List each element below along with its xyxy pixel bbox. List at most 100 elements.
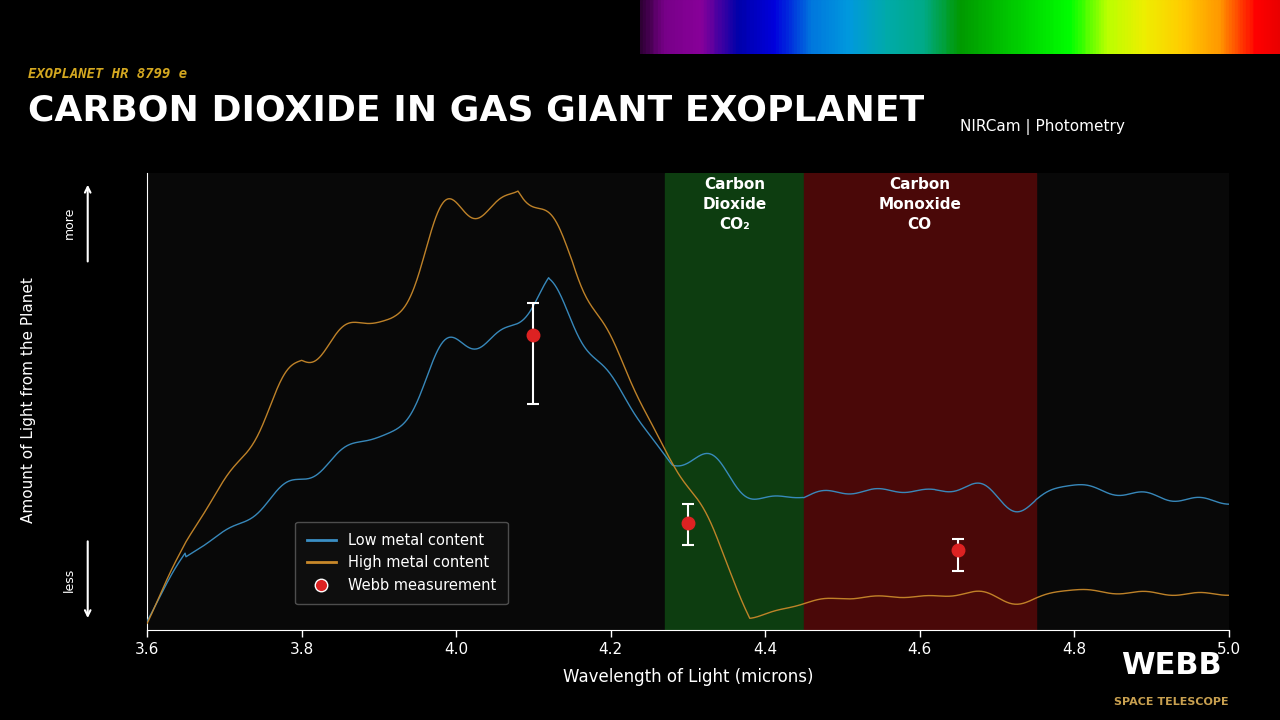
Bar [1221, 0, 1222, 54]
Bar [1103, 0, 1106, 54]
Bar [961, 0, 963, 54]
Bar [1125, 0, 1126, 54]
Bar [1178, 0, 1179, 54]
Bar [1011, 0, 1012, 54]
Bar [804, 0, 805, 54]
Bar [983, 0, 984, 54]
Bar [948, 0, 950, 54]
Bar [1216, 0, 1217, 54]
Bar [654, 0, 657, 54]
Bar [1249, 0, 1251, 54]
Bar [650, 0, 652, 54]
Bar [758, 0, 760, 54]
Bar [703, 0, 704, 54]
Bar [1169, 0, 1170, 54]
Bar [667, 0, 669, 54]
Bar [806, 0, 808, 54]
Bar [673, 0, 676, 54]
Bar [1247, 0, 1248, 54]
Bar [831, 0, 832, 54]
Bar [1257, 0, 1260, 54]
Bar [1102, 0, 1103, 54]
Bar [652, 0, 653, 54]
Bar [979, 0, 980, 54]
Bar [792, 0, 794, 54]
Bar [986, 0, 987, 54]
Bar [884, 0, 886, 54]
Bar [937, 0, 940, 54]
Bar [818, 0, 819, 54]
Bar [1172, 0, 1175, 54]
Bar [1006, 0, 1009, 54]
Bar [1097, 0, 1100, 54]
Bar [973, 0, 974, 54]
Bar [919, 0, 920, 54]
Bar [1132, 0, 1133, 54]
Bar [846, 0, 849, 54]
Bar [1060, 0, 1061, 54]
Bar [1076, 0, 1079, 54]
Bar [742, 0, 744, 54]
Bar [1101, 0, 1102, 54]
Bar [947, 0, 948, 54]
Bar [664, 0, 666, 54]
Bar [1239, 0, 1240, 54]
Bar [1037, 0, 1038, 54]
Bar [732, 0, 735, 54]
Bar [964, 0, 965, 54]
Bar [1240, 0, 1242, 54]
Bar [934, 0, 936, 54]
Bar [1111, 0, 1112, 54]
Bar [945, 0, 946, 54]
Bar [646, 0, 648, 54]
Bar [1138, 0, 1139, 54]
Bar [653, 0, 654, 54]
Bar [1248, 0, 1249, 54]
Bar [968, 0, 970, 54]
Bar [768, 0, 769, 54]
Bar [795, 0, 796, 54]
Bar [701, 0, 703, 54]
Bar [744, 0, 745, 54]
Bar [1114, 0, 1115, 54]
Bar [820, 0, 823, 54]
Bar [1220, 0, 1221, 54]
Bar [1032, 0, 1034, 54]
Bar [936, 0, 937, 54]
Bar [829, 0, 831, 54]
Bar [1047, 0, 1048, 54]
Bar [1038, 0, 1039, 54]
Bar [886, 0, 888, 54]
Bar [972, 0, 973, 54]
Bar [906, 0, 908, 54]
Bar [760, 0, 762, 54]
Bar [916, 0, 919, 54]
Bar [1001, 0, 1004, 54]
Bar [1023, 0, 1024, 54]
Bar [1143, 0, 1144, 54]
Bar [1083, 0, 1085, 54]
Bar [856, 0, 858, 54]
Bar [923, 0, 925, 54]
Bar [1036, 0, 1037, 54]
Bar [922, 0, 923, 54]
Bar [682, 0, 684, 54]
Bar [901, 0, 902, 54]
Bar [1202, 0, 1203, 54]
Bar [801, 0, 804, 54]
Bar [1064, 0, 1066, 54]
Bar [1116, 0, 1119, 54]
Bar [1039, 0, 1042, 54]
Bar [860, 0, 863, 54]
Bar [970, 0, 972, 54]
Bar [735, 0, 736, 54]
Bar [718, 0, 719, 54]
Bar [826, 0, 827, 54]
Bar [878, 0, 881, 54]
Bar [1085, 0, 1087, 54]
Bar [704, 0, 705, 54]
Bar [845, 0, 846, 54]
Text: NIRCam | Photometry: NIRCam | Photometry [960, 119, 1125, 135]
Bar [719, 0, 722, 54]
Bar [660, 0, 663, 54]
